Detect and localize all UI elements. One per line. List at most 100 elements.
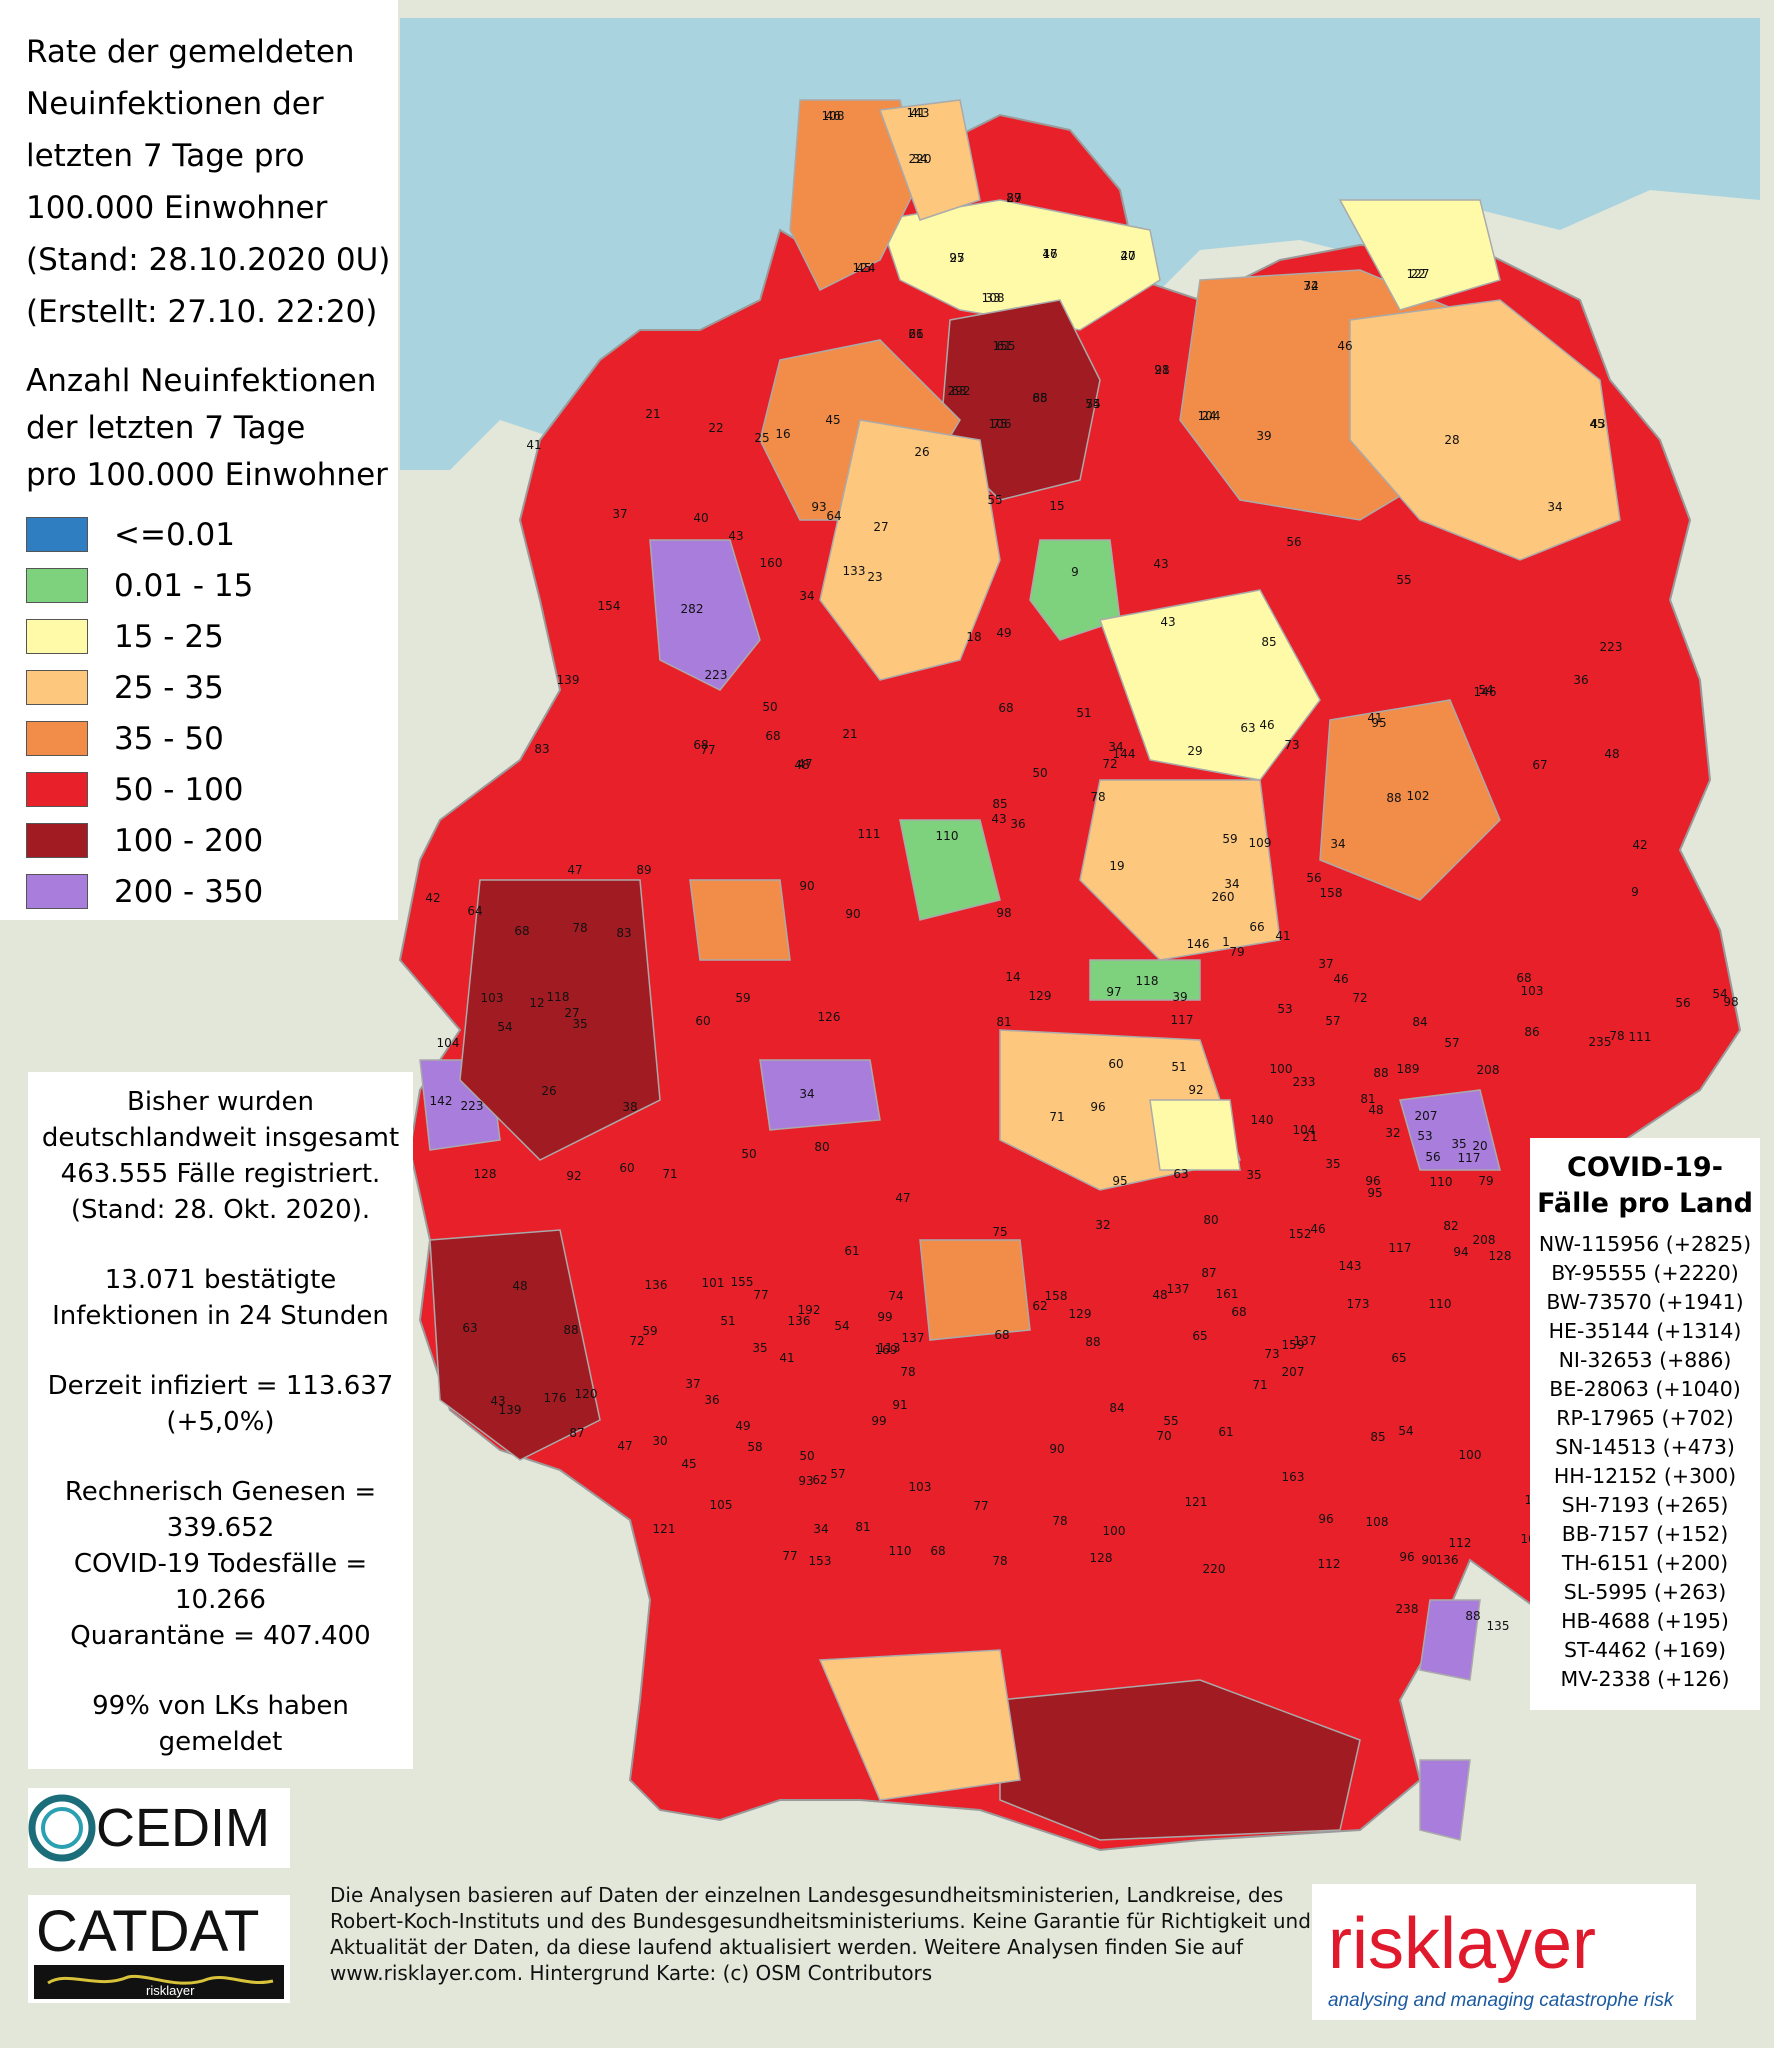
region-incidence-label: 169 xyxy=(875,1343,898,1357)
region-incidence-label: 88 xyxy=(1373,1066,1388,1080)
region-incidence-label: 135 xyxy=(1487,1619,1510,1633)
region-incidence-label: 22 xyxy=(1410,267,1425,281)
region-incidence-label: 41 xyxy=(526,438,541,452)
land-case-item: SH-7193 (+265) xyxy=(1561,1493,1729,1517)
region-incidence-label: 34 xyxy=(813,1522,828,1536)
cedim-logo[interactable]: CEDIM xyxy=(28,1788,290,1868)
region-incidence-label: 50 xyxy=(762,700,777,714)
region-light-orange-mv-east xyxy=(1349,299,1621,561)
map-title: Rate der gemeldeten Neuinfektionen der let… xyxy=(0,26,398,338)
title-line: (Erstellt: 27.10. 22:20) xyxy=(26,294,378,330)
region-incidence-label: 84 xyxy=(1109,1401,1124,1415)
legend-label: 0.01 - 15 xyxy=(114,567,254,604)
region-incidence-label: 18 xyxy=(966,630,981,644)
region-incidence-label: 128 xyxy=(1489,1249,1512,1263)
region-incidence-label: 55 xyxy=(1163,1414,1178,1428)
region-incidence-label: 104 xyxy=(1198,409,1221,423)
region-incidence-label: 62 xyxy=(1032,1299,1047,1313)
region-incidence-label: 108 xyxy=(822,109,845,123)
region-incidence-label: 43 xyxy=(1160,615,1175,629)
region-incidence-label: 63 xyxy=(1173,1167,1188,1181)
region-incidence-label: 83 xyxy=(616,926,631,940)
region-incidence-label: 84 xyxy=(1412,1015,1427,1029)
risklayer-logo-text: risklayer xyxy=(1328,1904,1596,1984)
region-incidence-label: 20 xyxy=(1120,249,1135,263)
legend-swatch xyxy=(26,568,88,603)
region-incidence-label: 89 xyxy=(636,863,651,877)
region-incidence-label: 104 xyxy=(437,1036,460,1050)
region-incidence-label: 21 xyxy=(1154,363,1169,377)
risklayer-logo[interactable]: risklayer analysing and managing catastr… xyxy=(1312,1884,1696,2020)
region-incidence-label: 146 xyxy=(1474,685,1497,699)
legend-swatch xyxy=(26,517,88,552)
region-incidence-label: 37 xyxy=(612,507,627,521)
region-incidence-label: 207 xyxy=(1415,1109,1438,1123)
region-incidence-label: 46 xyxy=(1259,718,1274,732)
region-incidence-label: 96 xyxy=(1365,1174,1380,1188)
region-incidence-label: 27 xyxy=(1006,191,1021,205)
region-incidence-label: 21 xyxy=(842,727,857,741)
region-incidence-label: 99 xyxy=(871,1414,886,1428)
land-case-item: RP-17965 (+702) xyxy=(1556,1406,1734,1430)
catdat-logo[interactable]: CATDAT risklayer xyxy=(28,1895,290,2003)
region-incidence-label: 1 xyxy=(1222,935,1230,949)
region-incidence-label: 106 xyxy=(989,417,1012,431)
region-incidence-label: 61 xyxy=(996,339,1011,353)
region-incidence-label: 88 xyxy=(563,1323,578,1337)
region-incidence-label: 43 xyxy=(991,812,1006,826)
region-incidence-label: 58 xyxy=(747,1440,762,1454)
region-incidence-label: 47 xyxy=(567,863,582,877)
legend-header: Anzahl Neuinfektionen der letzten 7 Tage p… xyxy=(0,358,398,499)
region-incidence-label: 35 xyxy=(752,1341,767,1355)
region-incidence-label: 136 xyxy=(645,1278,668,1292)
land-case-item: MV-2338 (+126) xyxy=(1560,1667,1730,1691)
region-purple-vechta xyxy=(649,539,761,691)
region-incidence-label: 92 xyxy=(566,1169,581,1183)
region-incidence-label: 158 xyxy=(1045,1289,1068,1303)
region-incidence-label: 81 xyxy=(996,1015,1011,1029)
region-incidence-label: 78 xyxy=(900,1365,915,1379)
land-cases-panel: COVID-19- Fälle pro Land NW-115956 (+2825… xyxy=(1530,1138,1760,1710)
region-incidence-label: 143 xyxy=(1339,1259,1362,1273)
region-purple-giessen xyxy=(759,1059,881,1131)
cedim-logo-ring-outer xyxy=(28,1794,96,1862)
region-incidence-label: 102 xyxy=(1407,789,1430,803)
region-incidence-label: 41 xyxy=(910,106,925,120)
region-light-orange-lower-saxony xyxy=(819,419,1001,681)
region-incidence-label: 63 xyxy=(462,1321,477,1335)
region-incidence-label: 51 xyxy=(1076,706,1091,720)
region-incidence-label: 32 xyxy=(1095,1218,1110,1232)
stat-spacer xyxy=(28,1440,413,1474)
region-incidence-label: 121 xyxy=(653,1522,676,1536)
region-incidence-label: 103 xyxy=(1521,984,1544,998)
stat-line: 463.555 Fälle registriert. xyxy=(60,1159,381,1189)
region-incidence-label: 108 xyxy=(982,291,1005,305)
region-incidence-label: 77 xyxy=(973,1499,988,1513)
region-incidence-label: 91 xyxy=(892,1398,907,1412)
region-incidence-label: 43 xyxy=(728,529,743,543)
region-incidence-label: 59 xyxy=(642,1324,657,1338)
region-incidence-label: 70 xyxy=(1156,1429,1171,1443)
legend-swatch xyxy=(26,721,88,756)
legend-swatch xyxy=(26,619,88,654)
catdat-logo-subtext: risklayer xyxy=(146,1983,195,1998)
region-incidence-label: 60 xyxy=(1108,1057,1123,1071)
region-incidence-label: 88 xyxy=(1085,1335,1100,1349)
region-incidence-label: 48 xyxy=(1604,747,1619,761)
region-incidence-label: 16 xyxy=(775,427,790,441)
region-incidence-label: 23 xyxy=(867,570,882,584)
region-incidence-label: 155 xyxy=(993,339,1016,353)
region-incidence-label: 128 xyxy=(1090,1551,1113,1565)
region-incidence-label: 112 xyxy=(1449,1536,1472,1550)
region-incidence-label: 9 xyxy=(1631,885,1639,899)
region-incidence-label: 50 xyxy=(741,1147,756,1161)
region-incidence-label: 129 xyxy=(1029,989,1052,1003)
risklayer-tagline: analysing and managing catastrophe risk xyxy=(1328,1990,1675,2011)
region-purple-vogtland xyxy=(1399,1089,1501,1171)
region-incidence-label: 95 xyxy=(1112,1174,1127,1188)
region-incidence-label: 73 xyxy=(1284,738,1299,752)
region-incidence-label: 111 xyxy=(1629,1030,1652,1044)
legend-label: 35 - 50 xyxy=(114,720,224,757)
region-light-orange-north xyxy=(878,99,981,221)
